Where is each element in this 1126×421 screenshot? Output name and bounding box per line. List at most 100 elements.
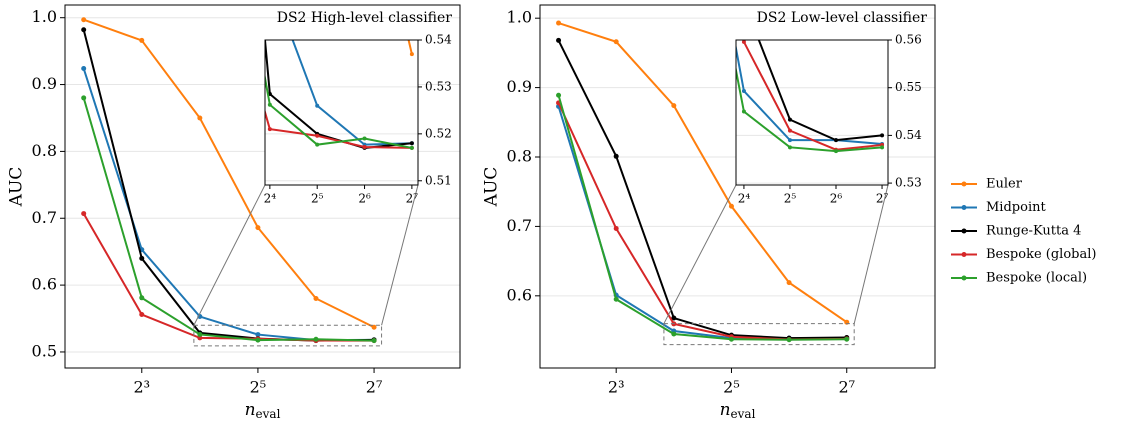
x-axis-label: neval (245, 400, 281, 421)
point (741, 89, 746, 94)
point (741, 109, 746, 114)
point (556, 37, 562, 43)
point (267, 127, 272, 132)
inset-y-tick-label: 0.53 (425, 79, 452, 93)
inset-x-tick-label: 2⁶ (358, 192, 371, 206)
point (139, 295, 145, 301)
legend-marker (961, 228, 967, 234)
inset-y-tick-label: 0.54 (895, 128, 922, 142)
point (787, 138, 792, 143)
line (291, 40, 412, 146)
point (613, 153, 619, 159)
point (787, 145, 792, 150)
inset-x-tick-label: 2⁶ (830, 192, 843, 206)
y-tick-label: 0.8 (32, 141, 57, 160)
zoom-connector (193, 184, 266, 326)
legend-marker (961, 181, 967, 187)
inset-x-tick-label: 2⁷ (876, 192, 889, 206)
x-tick-label: 2³ (608, 378, 625, 397)
inset-x-tick-label: 2⁵ (784, 192, 797, 206)
line (83, 18, 375, 329)
point (671, 331, 677, 337)
y-tick-label: 0.8 (507, 147, 532, 166)
point (556, 20, 562, 26)
point (671, 103, 677, 109)
line (757, 40, 883, 142)
point (556, 92, 562, 98)
inset-y-tick-label: 0.53 (895, 176, 922, 190)
point (197, 331, 203, 337)
line (557, 94, 847, 341)
x-label-main: n (720, 400, 731, 420)
plot-frame (64, 4, 461, 369)
point (255, 332, 261, 338)
series-group (265, 40, 414, 150)
legend-marker (961, 205, 967, 210)
x-label-sub: eval (256, 407, 281, 421)
point (371, 338, 377, 344)
x-tick-label: 2⁵ (250, 378, 267, 397)
legend-label: Bespoke (global) (986, 247, 1096, 262)
inset-x-tick-label: 2⁷ (406, 192, 419, 206)
point (255, 225, 261, 231)
legend-label: Bespoke (local) (986, 271, 1087, 286)
inset-y-tick-label: 0.55 (895, 80, 922, 94)
line (82, 213, 375, 342)
point (409, 145, 414, 150)
y-tick-label: 1.0 (507, 8, 532, 27)
point (787, 117, 792, 122)
y-tick-label: 0.7 (32, 208, 57, 227)
point (613, 39, 619, 45)
line (736, 65, 883, 153)
inset-y-tick-label: 0.51 (425, 173, 452, 187)
zoom-connector (663, 184, 737, 324)
y-tick-label: 0.5 (32, 341, 57, 360)
zoom-connector (853, 184, 889, 324)
point (362, 136, 367, 141)
inset-x-tick-label: 2⁴ (264, 192, 277, 206)
point (880, 133, 885, 138)
point (81, 211, 87, 217)
legend-label: Runge-Kutta 4 (986, 224, 1081, 239)
point (787, 128, 792, 133)
x-tick-label: 2³ (133, 378, 150, 397)
y-tick-label: 1.0 (32, 7, 57, 26)
x-axis-label: neval (720, 400, 756, 421)
x-tick-label: 2⁷ (366, 378, 383, 397)
point (81, 66, 87, 72)
point (81, 95, 87, 101)
point (139, 37, 145, 43)
legend-marker (961, 275, 967, 281)
legend-label: Euler (986, 177, 1023, 192)
inset-background (736, 40, 888, 185)
line (557, 39, 847, 340)
point (786, 337, 792, 343)
point (81, 17, 87, 23)
point (834, 138, 839, 143)
legend-marker (961, 252, 967, 257)
line (265, 108, 412, 149)
zoom-region (193, 324, 383, 347)
y-tick-label: 0.6 (32, 275, 57, 294)
point (139, 255, 145, 261)
point (742, 0, 746, 4)
inset-y-tick-label: 0.52 (425, 126, 452, 140)
line (265, 72, 413, 149)
point (880, 28, 884, 32)
y-tick-label: 0.9 (32, 74, 57, 93)
point (613, 296, 619, 302)
y-tick-label: 0.9 (507, 77, 532, 96)
x-label-sub: eval (731, 407, 756, 421)
inset-frame (264, 39, 419, 186)
point (613, 225, 619, 231)
zoom-connector (381, 184, 419, 326)
point (371, 324, 377, 330)
point (197, 115, 203, 121)
point (255, 337, 261, 343)
point (197, 335, 203, 341)
x-label-main: n (245, 400, 256, 420)
point (81, 27, 87, 33)
x-tick-label: 2⁷ (838, 378, 855, 397)
series-group (736, 0, 885, 154)
